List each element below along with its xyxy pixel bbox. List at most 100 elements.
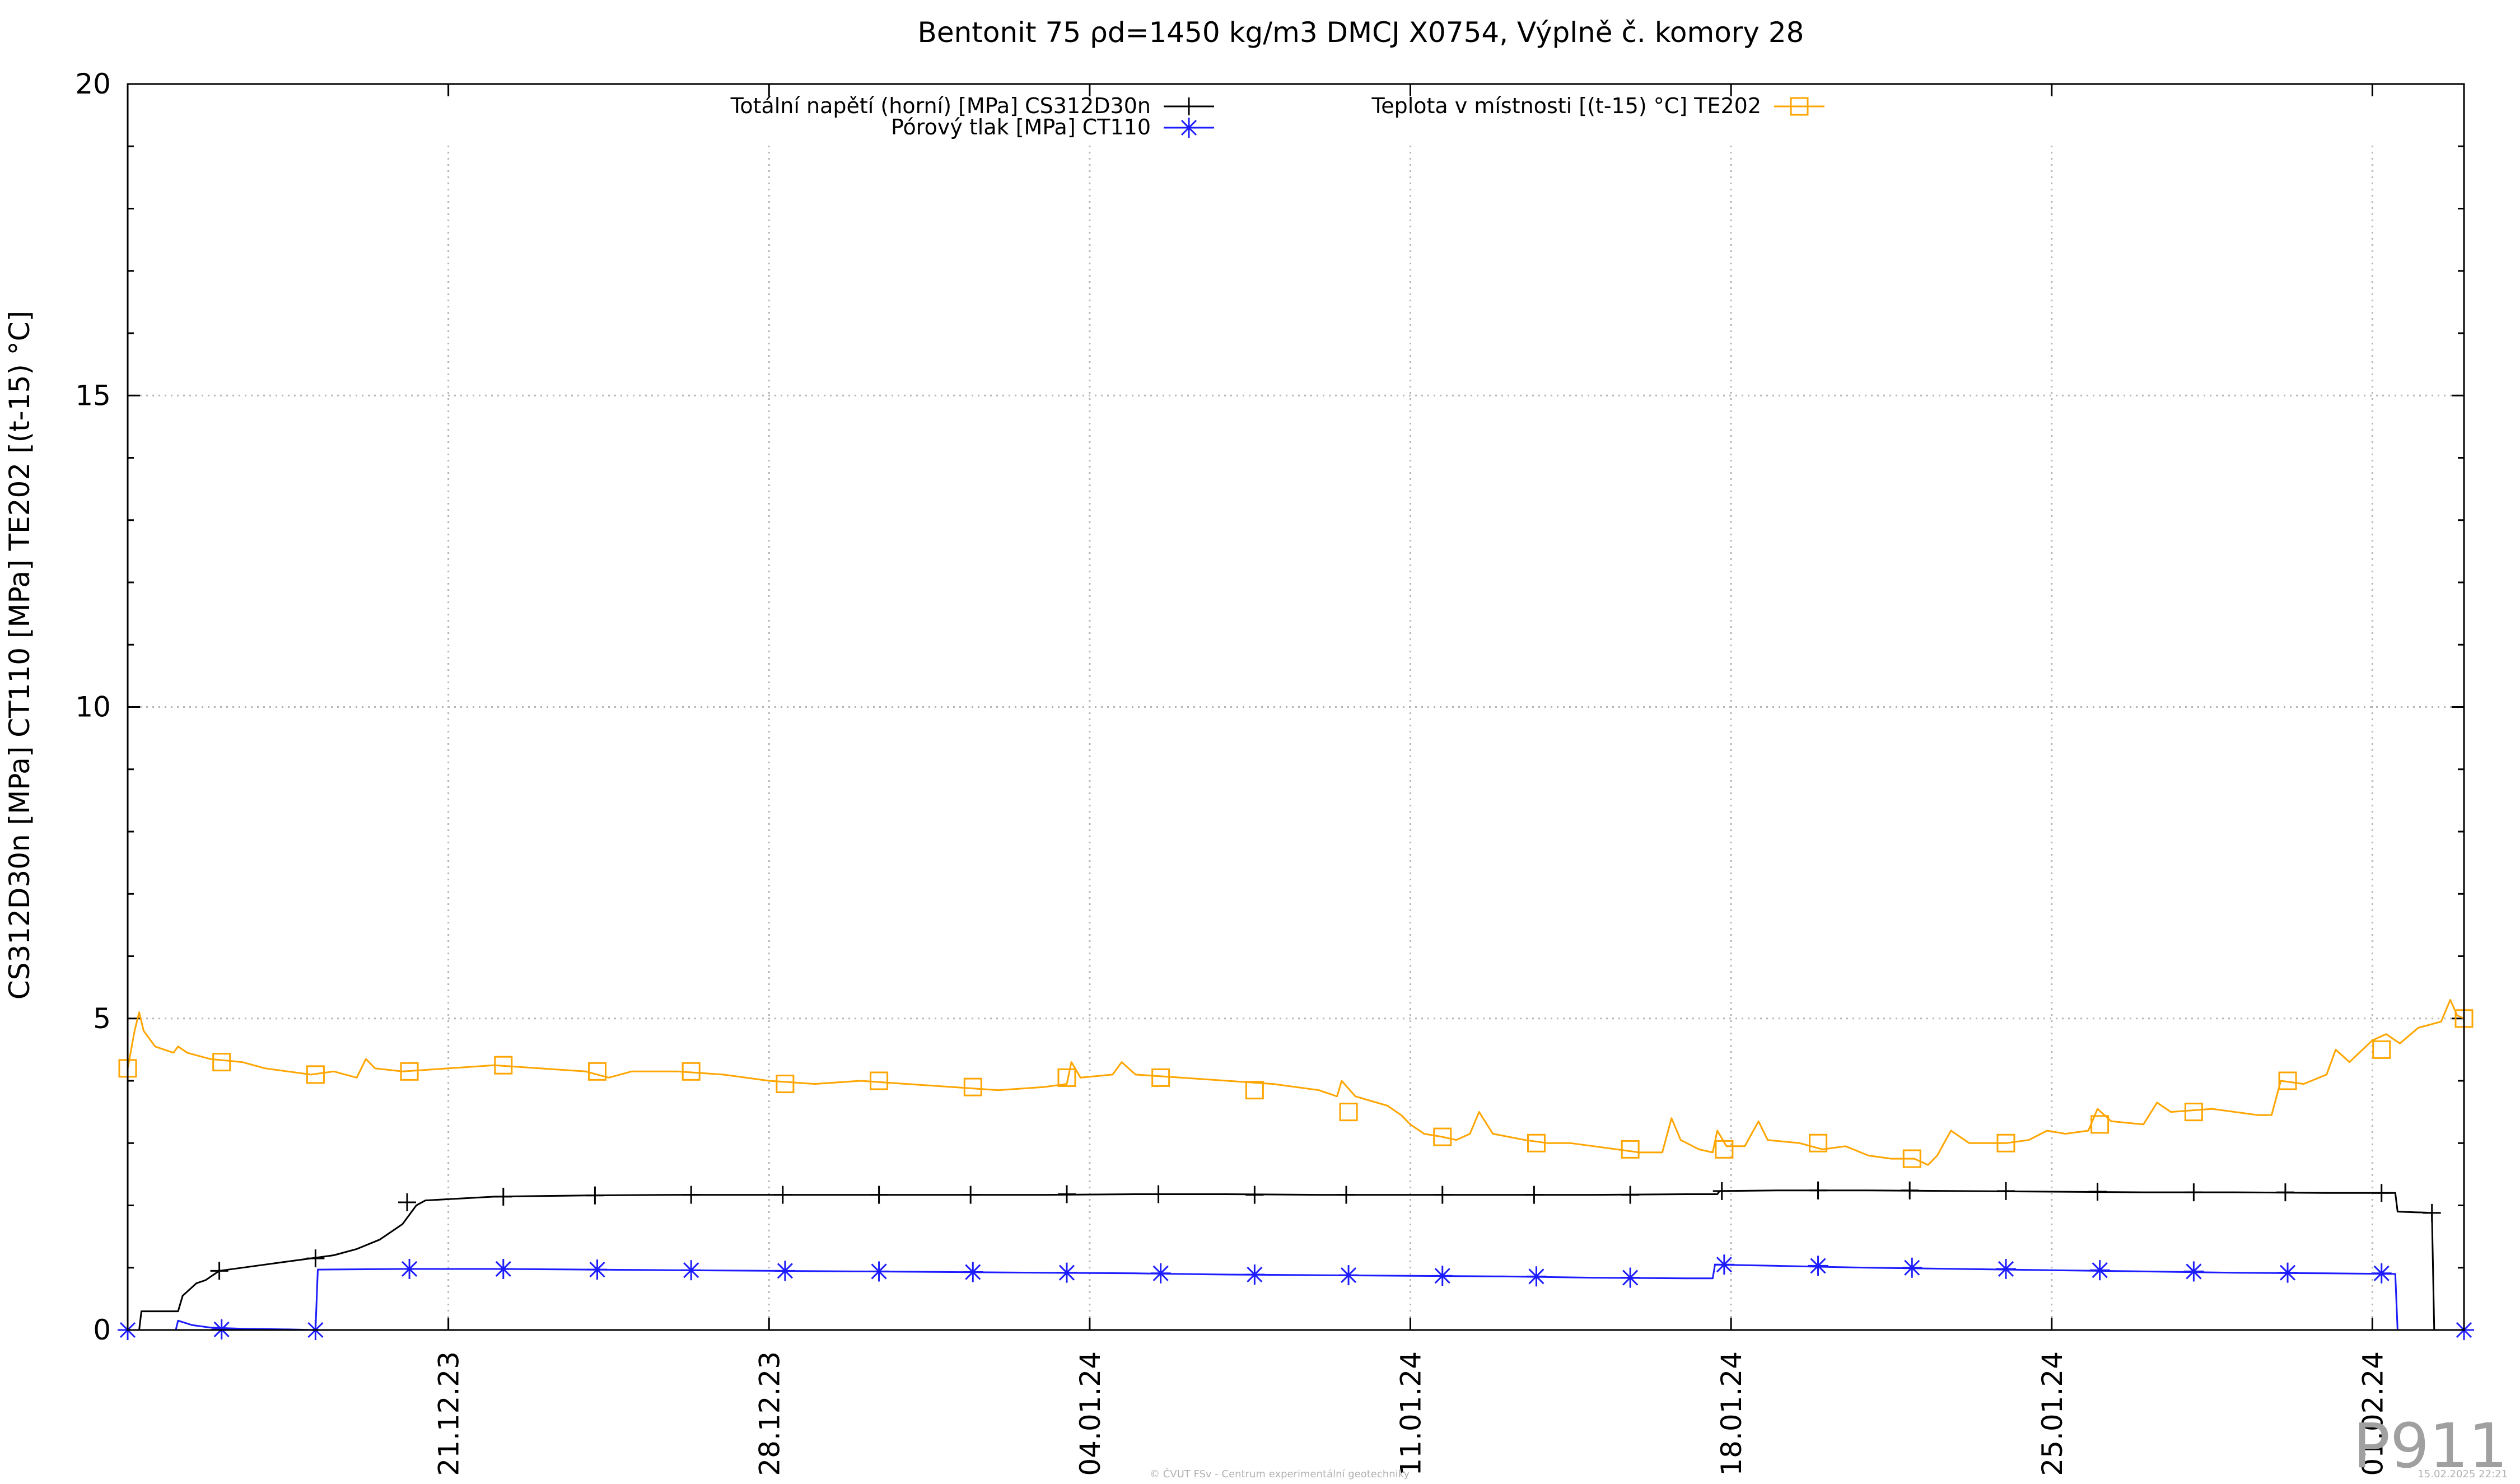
data-point-te202	[870, 1071, 889, 1090]
legend-entry-cs312d30n: Totální napětí (horní) [MPa] CS312D30n	[730, 94, 1214, 118]
data-point-cs312d30n	[1245, 1186, 1264, 1204]
y-tick-label: 10	[75, 691, 111, 724]
chart-title: Bentonit 75 ρd=1450 kg/m3 DMCJ X0754, Vý…	[918, 16, 1804, 49]
data-point-cs312d30n	[306, 1249, 325, 1268]
data-point-ct110	[1432, 1266, 1453, 1286]
data-point-te202	[1433, 1127, 1452, 1146]
plot-frame	[127, 83, 2465, 1331]
data-point-te202	[1621, 1140, 1640, 1159]
data-point-cs312d30n	[1057, 1185, 1076, 1203]
watermark: P911	[2353, 1410, 2508, 1482]
data-point-te202	[1057, 1068, 1076, 1087]
legend-sample-ct110	[1164, 118, 1214, 138]
x-tick-label: 21.12.23	[433, 1351, 465, 1476]
data-point-ct110	[1902, 1257, 1922, 1278]
footer-timestamp: 15.02.2025 22:21	[2418, 1468, 2508, 1480]
x-tick-label: 04.01.24	[1074, 1351, 1107, 1476]
data-point-te202	[1527, 1133, 1546, 1152]
data-point-te202	[1151, 1068, 1170, 1087]
y-tick-label: 20	[75, 68, 111, 100]
series-markers	[118, 1009, 2474, 1340]
data-point-ct110	[869, 1261, 889, 1282]
legend-entry-ct110: Pórový tlak [MPa] CT110	[891, 115, 1214, 139]
y-tick-label: 0	[93, 1314, 111, 1346]
data-point-te202	[1809, 1133, 1828, 1152]
data-point-te202	[1902, 1149, 1921, 1168]
data-point-ct110	[1150, 1263, 1171, 1284]
data-point-cs312d30n	[1433, 1186, 1452, 1204]
data-point-te202	[963, 1077, 982, 1096]
legend-marker-cs312d30n	[1180, 97, 1198, 115]
footer-copyright: © ČVUT FSv - Centrum experimentální geot…	[1150, 1468, 1410, 1480]
x-tick-label: 25.01.24	[2036, 1351, 2069, 1476]
data-point-ct110	[2371, 1263, 2392, 1284]
data-point-te202	[2372, 1040, 2391, 1059]
data-point-ct110	[1808, 1256, 1828, 1276]
data-point-cs312d30n	[1621, 1186, 1640, 1204]
data-point-cs312d30n	[1809, 1181, 1827, 1200]
data-point-te202	[494, 1056, 513, 1075]
data-point-cs312d30n	[2423, 1203, 2441, 1222]
data-point-cs312d30n	[1901, 1181, 1919, 1200]
data-point-cs312d30n	[682, 1186, 701, 1204]
data-point-te202	[1339, 1103, 1358, 1122]
data-point-ct110	[1244, 1264, 1265, 1285]
series-line-te202	[127, 998, 2465, 1166]
grid	[128, 146, 2464, 1330]
data-point-te202	[306, 1065, 325, 1084]
y-axis-ticks: 0 5 10 15 20	[75, 68, 2464, 1346]
legend-label-te202: Teplota v místnosti [(t-15) °C] TE202	[1371, 94, 1761, 118]
data-point-cs312d30n	[586, 1186, 604, 1205]
data-point-ct110	[1056, 1262, 1077, 1283]
data-point-ct110	[963, 1262, 983, 1282]
x-axis-ticks: 21.12.23 28.12.23 04.01.24 11.01.24 18.01.24…	[433, 84, 2389, 1476]
x-tick-label: 18.01.24	[1715, 1351, 1748, 1476]
data-point-cs312d30n	[1337, 1186, 1355, 1204]
data-point-ct110	[1338, 1265, 1359, 1286]
data-point-cs312d30n	[1149, 1185, 1168, 1203]
data-point-ct110	[399, 1258, 420, 1279]
data-point-ct110	[1714, 1254, 1734, 1275]
data-point-cs312d30n	[2276, 1183, 2294, 1202]
data-point-te202	[587, 1062, 606, 1081]
legend-sample-cs312d30n	[1164, 97, 1214, 115]
data-point-ct110	[587, 1259, 608, 1280]
data-point-ct110	[2183, 1261, 2204, 1282]
data-point-te202	[2090, 1115, 2110, 1134]
data-point-cs312d30n	[2372, 1184, 2391, 1202]
data-point-cs312d30n	[962, 1186, 980, 1204]
data-point-te202	[212, 1053, 231, 1072]
data-point-te202	[400, 1062, 419, 1081]
x-tick-label: 28.12.23	[753, 1351, 786, 1476]
data-point-cs312d30n	[398, 1193, 417, 1211]
legend-marker-ct110	[1179, 118, 1199, 138]
data-point-te202	[2184, 1103, 2203, 1122]
legend-label-cs312d30n: Totální napětí (horní) [MPa] CS312D30n	[730, 94, 1151, 118]
data-point-cs312d30n	[2185, 1183, 2203, 1202]
data-point-ct110	[774, 1261, 795, 1281]
data-point-ct110	[1995, 1258, 2016, 1279]
data-point-cs312d30n	[2088, 1183, 2107, 1201]
data-point-cs312d30n	[1525, 1186, 1543, 1204]
data-point-cs312d30n	[1996, 1182, 2015, 1200]
data-point-te202	[1715, 1140, 1734, 1159]
data-point-cs312d30n	[494, 1187, 512, 1206]
data-point-ct110	[493, 1258, 514, 1279]
x-tick-label: 01.02.24	[2356, 1351, 2389, 1476]
data-point-ct110	[2089, 1260, 2110, 1281]
legend-sample-te202	[1774, 97, 1824, 116]
legend: Totální napětí (horní) [MPa] CS312D30n P…	[730, 94, 1824, 139]
y-axis-label: CS312D30n [MPa] CT110 [MPa] TE202 [(t-15…	[3, 311, 36, 1000]
data-point-te202	[1245, 1081, 1264, 1100]
data-point-te202	[2278, 1071, 2297, 1090]
data-point-te202	[682, 1062, 701, 1081]
legend-label-ct110: Pórový tlak [MPa] CT110	[891, 115, 1151, 139]
data-point-ct110	[681, 1260, 702, 1281]
legend-marker-te202	[1790, 97, 1809, 116]
data-point-cs312d30n	[1712, 1182, 1731, 1200]
data-point-cs312d30n	[773, 1186, 792, 1204]
data-point-ct110	[2278, 1262, 2298, 1283]
legend-entry-te202: Teplota v místnosti [(t-15) °C] TE202	[1371, 94, 1824, 118]
